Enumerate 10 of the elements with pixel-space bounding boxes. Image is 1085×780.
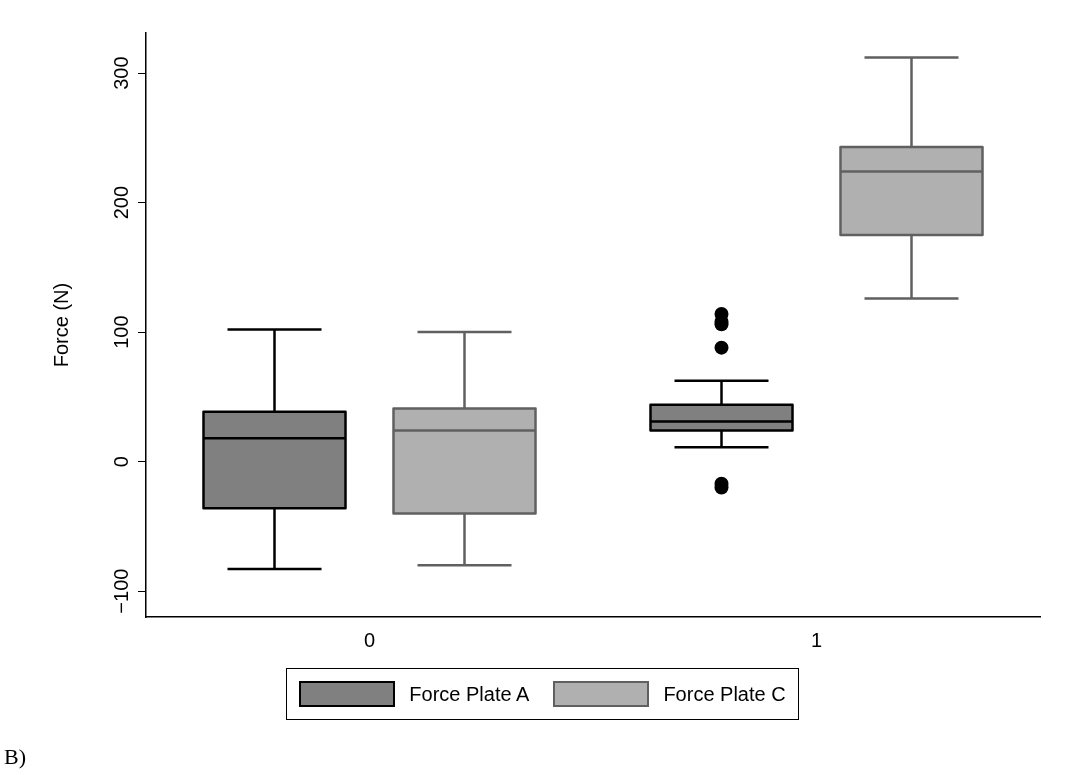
text: B) bbox=[4, 744, 26, 770]
legend-label: Force Plate C bbox=[663, 682, 786, 706]
x-tick-label: 1 bbox=[810, 628, 823, 651]
y-tick-label: 0 bbox=[109, 456, 132, 468]
legend-label: Force Plate A bbox=[409, 682, 530, 706]
y-tick-label: 200 bbox=[109, 185, 132, 220]
y-tick-label: 100 bbox=[109, 315, 132, 349]
y-tick-label: 300 bbox=[109, 56, 132, 90]
y-axis-title: Force (N) bbox=[49, 282, 72, 368]
y-tick-label: −100 bbox=[109, 568, 132, 614]
